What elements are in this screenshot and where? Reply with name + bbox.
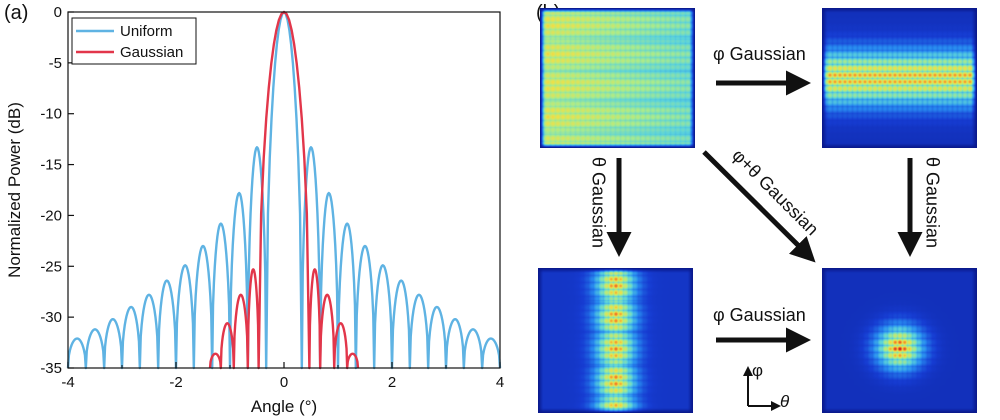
series-line-uniform: [66, 10, 502, 370]
x-axis-label: Angle (°): [251, 397, 317, 416]
legend-label-gaussian: Gaussian: [120, 44, 183, 61]
heatmap-uniform: [540, 8, 695, 148]
y-tick-label: 0: [54, 4, 62, 21]
y-axis-label: Normalized Power (dB): [5, 102, 24, 278]
y-tick-label: -35: [40, 360, 62, 377]
y-tick-label: -5: [49, 55, 62, 72]
y-tick-label: -20: [40, 207, 62, 224]
y-tick-label: -10: [40, 106, 62, 123]
y-tick-label: -25: [40, 258, 62, 275]
heatmap-theta-gaussian: [538, 268, 693, 413]
x-tick-label: 0: [280, 374, 288, 391]
arrow-left-label: θ Gaussian: [588, 156, 609, 249]
arrow-bottom-label: φ Gaussian: [713, 305, 806, 325]
x-tick-label: 4: [496, 374, 504, 391]
arrow-top-label: φ Gaussian: [713, 44, 806, 64]
x-tick-label: -4: [61, 374, 74, 391]
series-line-gaussian: [208, 10, 360, 370]
heatmap-phi-theta-gaussian: [822, 268, 977, 413]
y-tick-label: -30: [40, 309, 62, 326]
heatmap-phi-gaussian: [822, 8, 977, 148]
x-tick-label: -2: [169, 374, 182, 391]
legend: Uniform Gaussian: [71, 17, 197, 65]
y-tick-label: -15: [40, 157, 62, 174]
arrow-diagonal-label: φ+θ Gaussian: [728, 145, 823, 240]
x-tick-label: 2: [388, 374, 396, 391]
coord-theta-label: θ: [780, 392, 790, 411]
panel-a-label: (a): [4, 2, 29, 24]
coord-phi-label: φ: [752, 361, 764, 380]
arrow-right-label: θ Gaussian: [922, 156, 943, 249]
legend-label-uniform: Uniform: [120, 23, 173, 40]
radiation-pattern-chart: -4 -2 0 2 40-5-10-15-20-25-30-35 Angle (°) N…: [5, 4, 504, 416]
